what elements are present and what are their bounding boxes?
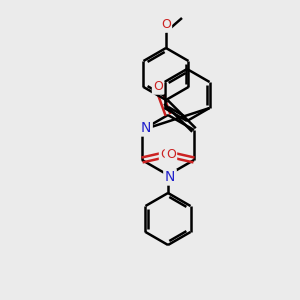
Text: O: O: [153, 80, 163, 94]
Text: O: O: [160, 148, 170, 161]
Text: O: O: [166, 148, 176, 161]
Text: N: N: [165, 170, 175, 184]
Text: O: O: [161, 19, 171, 32]
Text: N: N: [141, 121, 151, 135]
